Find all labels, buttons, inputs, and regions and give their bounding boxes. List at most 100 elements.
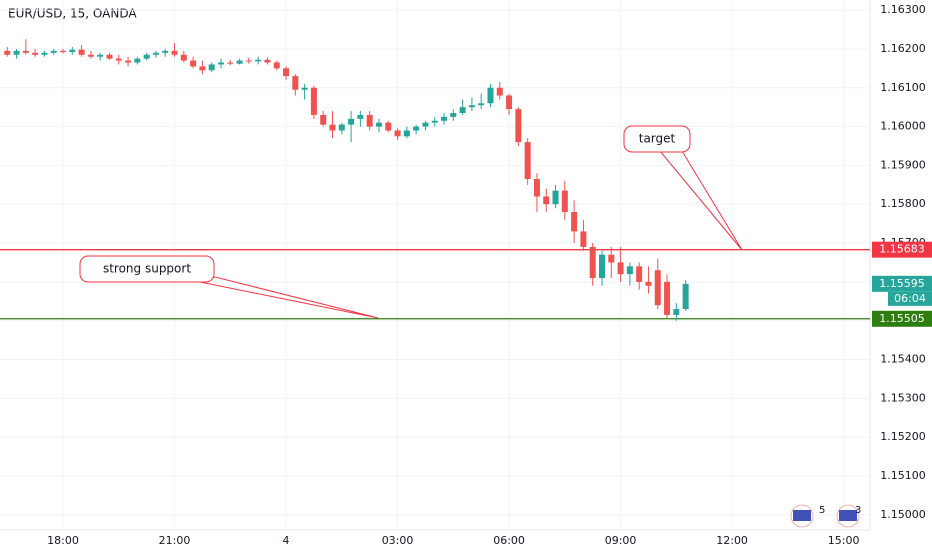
candle-body — [87, 54, 94, 57]
price-label: 1.15505 — [879, 312, 925, 325]
x-tick-label: 12:00 — [716, 534, 748, 547]
candle-body — [589, 246, 596, 279]
candle-body — [227, 62, 234, 64]
candle-body — [441, 116, 448, 121]
countdown-box — [888, 291, 932, 306]
y-tick-label: 1.15200 — [880, 430, 926, 443]
flag-icon — [793, 510, 811, 521]
countdown: 06:04 — [894, 292, 926, 305]
candle-body — [78, 49, 85, 55]
last-price-label: 1.15595 — [879, 277, 925, 290]
y-tick-label: 1.16000 — [880, 120, 926, 133]
candle-body — [598, 254, 605, 279]
candle-body — [431, 120, 438, 123]
candle-body — [125, 60, 132, 63]
candle-body — [543, 196, 550, 205]
x-tick-label: 06:00 — [493, 534, 525, 547]
candle-body — [152, 52, 159, 55]
candle-body — [654, 270, 661, 306]
price-label: 1.15683 — [879, 243, 925, 256]
candle-body — [552, 190, 559, 205]
price-label-box — [872, 241, 932, 258]
candle-body — [357, 114, 364, 119]
candle-body — [4, 50, 11, 55]
candle-body — [580, 231, 587, 247]
candle-body — [385, 122, 392, 131]
candle-body — [645, 281, 652, 286]
candle-body — [329, 124, 336, 131]
candle-body — [301, 87, 308, 90]
candle-body — [97, 54, 104, 57]
candle-body — [115, 58, 122, 61]
callout-box — [79, 255, 215, 283]
candle-body — [533, 178, 540, 197]
candle-body — [264, 59, 271, 63]
y-tick-label: 1.15400 — [880, 353, 926, 366]
candle-body — [60, 50, 67, 53]
candle-body — [617, 262, 624, 275]
candle-body — [673, 309, 680, 315]
candle-body — [50, 50, 57, 53]
flag-icon — [839, 510, 857, 521]
candle-body — [32, 52, 39, 55]
y-tick-label: 1.16200 — [880, 42, 926, 55]
chart-title: EUR/USD, 15, OANDA — [8, 7, 137, 21]
candle-body — [375, 122, 382, 127]
candle-body — [310, 87, 317, 115]
price-label-box — [872, 310, 932, 327]
candle-body — [171, 50, 178, 55]
candle-body — [143, 54, 150, 59]
candle-body — [338, 124, 345, 131]
candle-body — [348, 118, 355, 125]
candle-body — [255, 59, 262, 62]
annotation: target — [639, 132, 676, 146]
candle-body — [69, 49, 76, 53]
x-tick-label: 09:00 — [605, 534, 637, 547]
candle-body — [524, 142, 531, 179]
candle-body — [292, 76, 299, 90]
candle-body — [106, 54, 113, 59]
candle-body — [413, 126, 420, 131]
callout-box — [623, 125, 691, 153]
x-tick-label: 03:00 — [382, 534, 414, 547]
candle-body — [41, 52, 48, 55]
candle-body — [636, 266, 643, 282]
candle-body — [394, 130, 401, 137]
candle-body — [199, 66, 206, 71]
candle-body — [571, 212, 578, 232]
y-tick-label: 1.15800 — [880, 197, 926, 210]
last-price-box — [872, 275, 932, 292]
y-tick-label: 1.15300 — [880, 391, 926, 404]
candle-body — [208, 64, 215, 71]
candle-body — [180, 54, 187, 61]
candle-body — [459, 107, 466, 113]
candle-body — [626, 266, 633, 275]
candle-body — [487, 87, 494, 104]
candle-body — [217, 62, 224, 65]
candle-body — [608, 254, 615, 263]
candle-body — [245, 60, 252, 62]
candle-body — [515, 109, 522, 143]
candle-body — [236, 60, 243, 64]
candle-body — [162, 50, 169, 53]
x-tick-label: 21:00 — [159, 534, 191, 547]
candle-body — [450, 112, 457, 117]
event-count: 3 — [855, 505, 861, 516]
candle-body — [422, 122, 429, 127]
candle-body — [403, 130, 410, 137]
y-tick-label: 1.15000 — [880, 508, 926, 521]
y-tick-label: 1.15100 — [880, 469, 926, 482]
candle-body — [190, 60, 197, 67]
candle-body — [13, 50, 20, 55]
candle-body — [283, 68, 290, 77]
x-tick-label: 15:00 — [828, 534, 860, 547]
candle-body — [320, 114, 327, 125]
candle-body — [22, 50, 29, 53]
x-tick-label: 18:00 — [47, 534, 79, 547]
candle-body — [468, 105, 475, 108]
x-tick-label: 4 — [283, 534, 290, 547]
event-count: 5 — [819, 505, 825, 516]
candle-body — [366, 114, 373, 127]
y-tick-label: 1.16300 — [880, 3, 926, 16]
